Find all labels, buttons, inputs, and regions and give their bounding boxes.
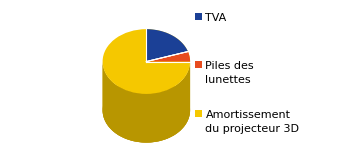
Polygon shape [146, 52, 190, 62]
Ellipse shape [102, 29, 190, 94]
Bar [195, 61, 202, 68]
Bar [195, 13, 202, 20]
Polygon shape [102, 62, 190, 143]
Polygon shape [146, 29, 188, 62]
Text: du projecteur 3D: du projecteur 3D [205, 124, 299, 134]
Text: Piles des: Piles des [205, 61, 254, 71]
Text: lunettes: lunettes [205, 75, 251, 85]
Bar [195, 110, 202, 117]
Text: Amortissement: Amortissement [205, 110, 291, 120]
Text: TVA: TVA [205, 13, 227, 23]
Polygon shape [102, 62, 190, 143]
Ellipse shape [102, 78, 190, 143]
